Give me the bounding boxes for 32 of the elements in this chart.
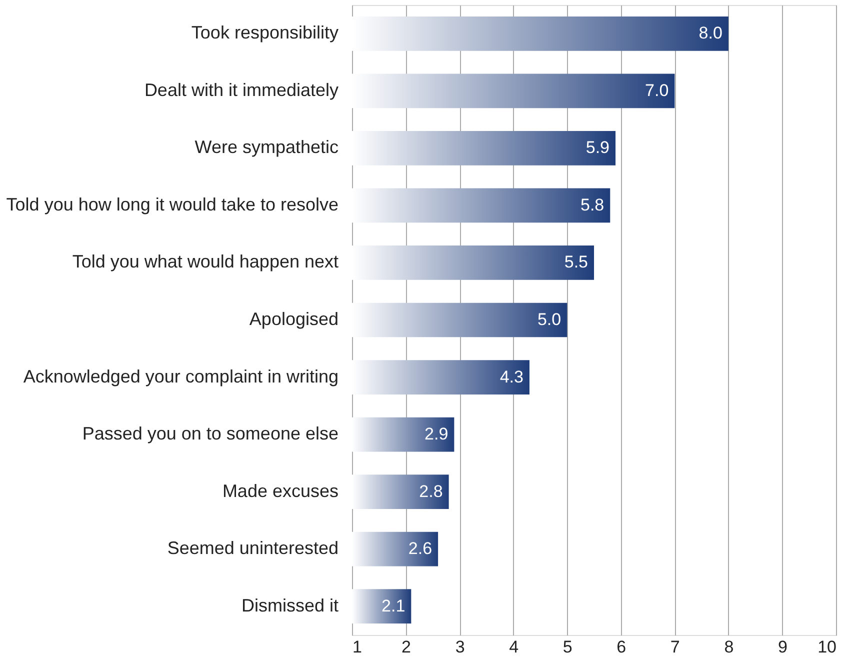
x-tick-label: 2 — [402, 638, 412, 656]
x-tick-label: 4 — [509, 638, 519, 656]
data-label: 7.0 — [645, 80, 669, 100]
data-label: 5.0 — [537, 310, 562, 329]
y-tick-label: Were sympathetic — [194, 137, 338, 158]
data-label: 5.5 — [564, 252, 588, 272]
data-label: 2.6 — [408, 539, 432, 558]
data-label: 8.0 — [698, 24, 722, 43]
x-tick-label: 9 — [778, 638, 788, 656]
data-label: 2.8 — [419, 482, 443, 501]
data-label: 5.9 — [586, 138, 610, 158]
x-tick-label: 3 — [455, 638, 465, 656]
x-tick-label: 6 — [616, 638, 626, 656]
data-label: 2.1 — [382, 596, 406, 616]
data-label: 4.3 — [500, 367, 524, 386]
data-label: 2.9 — [424, 424, 448, 444]
data-label: 5.8 — [580, 195, 604, 214]
y-tick-label: Acknowledged your complaint in writing — [23, 366, 338, 386]
x-tick-label: 10 — [818, 638, 836, 656]
y-tick-label: Apologised — [249, 309, 338, 329]
y-tick-label: Told you how long it would take to resolve — [6, 194, 338, 214]
y-tick-label: Dealt with it immediately — [144, 80, 338, 100]
y-tick-label: Seemed uninterested — [167, 538, 338, 558]
x-tick-label: 5 — [562, 638, 572, 656]
y-tick-label: Took responsibility — [191, 22, 338, 43]
y-tick-label: Told you what would happen next — [72, 252, 338, 272]
x-tick-label: 1 — [352, 638, 362, 656]
y-tick-label: Dismissed it — [241, 595, 338, 616]
y-tick-label: Made excuses — [222, 480, 338, 501]
x-tick-label: 8 — [724, 638, 734, 656]
x-tick-label: 7 — [670, 638, 680, 656]
y-tick-label: Passed you on to someone else — [82, 424, 338, 444]
